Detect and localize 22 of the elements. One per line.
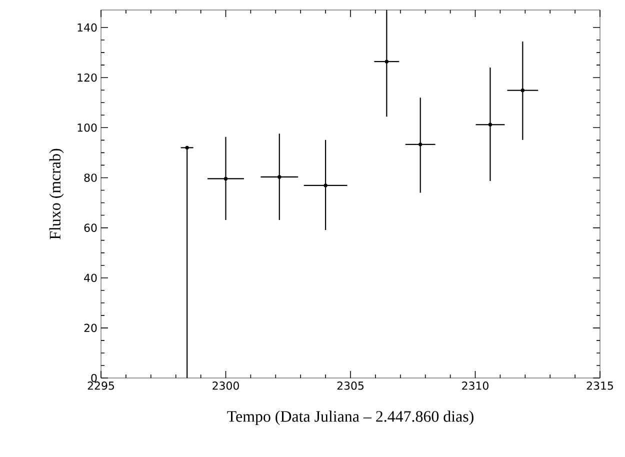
- point: [418, 142, 422, 146]
- x-tick-label: 2300: [212, 382, 239, 390]
- y-tick-label: 20: [84, 324, 97, 332]
- point: [520, 88, 525, 92]
- x-tick-label: 2310: [462, 382, 488, 390]
- y-tick-label: 0: [91, 374, 97, 382]
- point: [278, 175, 282, 179]
- y-tick-label: 140: [78, 23, 97, 32]
- y-axis-title: Fluxo (mcrab): [49, 148, 64, 240]
- y-tick-label: 80: [84, 174, 97, 182]
- y-tick-label: 40: [84, 274, 97, 282]
- point: [384, 60, 389, 64]
- point: [488, 122, 492, 126]
- x-tick-label: 2305: [337, 382, 364, 390]
- point: [224, 176, 228, 181]
- point: [324, 184, 328, 188]
- x-tick-label: 2295: [88, 382, 114, 390]
- x-axis-title: Tempo (Data Juliana – 2.447.860 dias): [227, 410, 474, 426]
- y-tick-label: 60: [84, 224, 97, 232]
- y-tick-label: 100: [78, 124, 97, 132]
- x-tick-label: 2315: [586, 382, 613, 390]
- y-tick-label: 120: [78, 73, 97, 82]
